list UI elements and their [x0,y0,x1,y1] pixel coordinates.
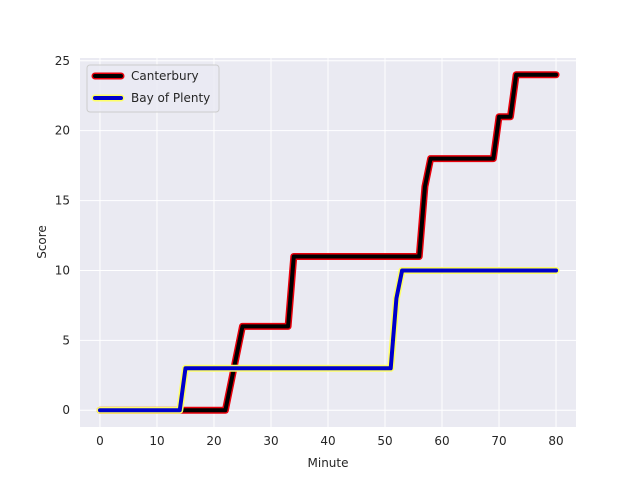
x-tick-label: 30 [263,434,278,448]
series-lines [96,71,560,414]
x-tick-label: 10 [149,434,164,448]
legend-label-canterbury: Canterbury [131,69,199,83]
y-axis-title: Score [35,225,49,259]
y-tick-label: 0 [62,403,70,417]
y-tick-label: 25 [55,54,70,68]
y-tick-label: 20 [55,124,70,138]
x-axis-title: Minute [308,456,349,470]
y-tick-label: 15 [55,194,70,208]
x-tick-label: 0 [96,434,104,448]
legend-label-bay-of-plenty: Bay of Plenty [131,91,210,105]
x-tick-label: 40 [320,434,335,448]
series-line-bay-of-plenty [97,268,559,413]
legend: Canterbury Bay of Plenty [86,64,220,113]
y-tick-label: 10 [55,263,70,277]
x-tick-label: 50 [377,434,392,448]
series-line-canterbury [97,72,559,413]
x-tick-labels: 0 10 20 30 40 50 60 70 80 [96,434,564,448]
x-tick-label: 20 [206,434,221,448]
x-tick-label: 70 [491,434,506,448]
x-tick-label: 80 [548,434,563,448]
y-tick-label: 5 [62,333,70,347]
x-tick-label: 60 [434,434,449,448]
y-tick-labels: 0 5 10 15 20 25 [55,54,70,417]
